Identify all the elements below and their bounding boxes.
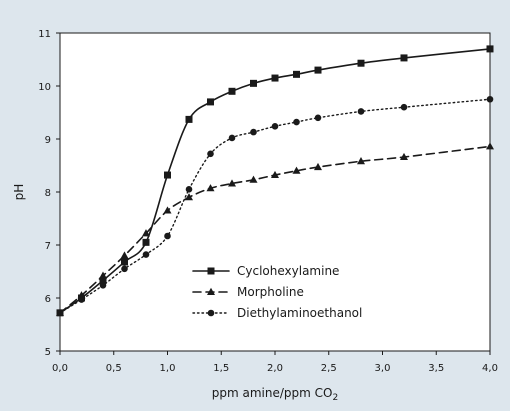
data-point-cyclohexylamine: [185, 115, 193, 123]
legend-marker-morpholine: [207, 287, 215, 295]
x-tick-label: 3,0: [375, 363, 391, 374]
y-tick-label: 5: [45, 347, 51, 358]
x-axis-ticks: 0,0 0,5 1,0 1,5 2,0 2,5 3,0 3,5 4,0: [52, 351, 498, 374]
data-point-diethylaminoethanol: [185, 186, 193, 193]
x-axis-title: ppm amine/ppm CO2: [212, 386, 338, 403]
y-tick-label: 11: [38, 29, 51, 40]
x-axis-title-main: ppm amine/ppm CO: [212, 386, 333, 400]
y-tick-label: 6: [45, 294, 51, 305]
data-point-cyclohexylamine: [164, 171, 171, 179]
legend-label-diethylaminoethanol: Diethylaminoethanol: [237, 306, 362, 320]
legend-item-morpholine: Morpholine: [192, 285, 304, 299]
legend-marker-cyclohexylamine: [207, 267, 215, 275]
data-point-diethylaminoethanol: [99, 281, 107, 289]
data-point-morpholine: [206, 184, 215, 192]
data-point-diethylaminoethanol: [400, 103, 408, 111]
y-tick-label: 9: [45, 135, 51, 146]
data-point-morpholine: [486, 142, 494, 150]
data-point-cyclohexylamine: [250, 79, 257, 87]
data-point-cyclohexylamine: [400, 54, 408, 62]
data-point-morpholine: [163, 206, 172, 214]
x-tick-label: 1,0: [160, 363, 176, 374]
series-line-diethylaminoethanol: [59, 98, 491, 314]
data-point-cyclohexylamine: [271, 74, 279, 82]
legend-label-morpholine: Morpholine: [237, 285, 304, 299]
data-point-morpholine: [142, 229, 150, 237]
y-axis-ticks: 5 6 7 8 9 10 11: [38, 29, 60, 358]
legend-item-diethylaminoethanol: Diethylaminoethanol: [192, 306, 362, 320]
data-point-diethylaminoethanol: [250, 128, 257, 136]
legend-marker-diethylaminoethanol: [207, 309, 215, 317]
data-point-morpholine: [249, 175, 258, 183]
data-point-diethylaminoethanol: [207, 150, 214, 158]
data-point-morpholine: [357, 157, 365, 165]
data-point-diethylaminoethanol: [56, 309, 64, 317]
data-point-morpholine: [120, 251, 129, 259]
series-layer: [56, 45, 494, 317]
series-morpholine: [56, 142, 494, 316]
y-tick-label: 10: [38, 82, 51, 93]
x-tick-label: 4,0: [482, 363, 498, 374]
data-point-morpholine: [77, 291, 86, 299]
data-point-cyclohexylamine: [486, 45, 494, 53]
data-point-diethylaminoethanol: [357, 108, 365, 115]
x-axis-title-subscript: 2: [332, 393, 338, 403]
data-point-cyclohexylamine: [228, 87, 236, 95]
data-point-diethylaminoethanol: [78, 296, 85, 303]
data-point-morpholine: [228, 179, 236, 187]
legend-label-cyclohexylamine: Cyclohexylamine: [237, 264, 339, 278]
data-point-cyclohexylamine: [207, 98, 214, 106]
data-point-diethylaminoethanol: [314, 114, 322, 122]
data-point-cyclohexylamine: [357, 59, 365, 67]
x-tick-label: 2,0: [267, 363, 283, 374]
x-tick-label: 0,5: [106, 363, 122, 374]
plot-area: [59, 32, 491, 352]
data-point-cyclohexylamine: [293, 70, 300, 78]
data-point-morpholine: [400, 152, 408, 161]
series-diethylaminoethanol: [56, 95, 494, 317]
data-point-morpholine: [292, 166, 301, 174]
data-point-cyclohexylamine: [99, 277, 107, 285]
x-tick-label: 3,5: [428, 363, 444, 374]
y-axis-title: pH: [12, 184, 26, 201]
data-point-diethylaminoethanol: [271, 122, 279, 130]
data-point-diethylaminoethanol: [142, 251, 150, 258]
data-point-diethylaminoethanol: [486, 95, 494, 103]
data-point-diethylaminoethanol: [293, 118, 300, 126]
data-point-morpholine: [185, 193, 193, 201]
data-point-morpholine: [99, 271, 107, 279]
data-point-morpholine: [314, 162, 322, 171]
data-point-diethylaminoethanol: [228, 134, 236, 142]
data-point-cyclohexylamine: [121, 258, 128, 266]
x-tick-label: 0,0: [52, 363, 68, 374]
y-tick-label: 8: [45, 188, 51, 199]
legend-item-cyclohexylamine: Cyclohexylamine: [192, 264, 339, 278]
x-tick-label: 2,5: [321, 363, 337, 374]
data-point-diethylaminoethanol: [164, 232, 171, 240]
series-line-morpholine: [59, 145, 491, 314]
data-point-diethylaminoethanol: [121, 265, 128, 273]
legend: Cyclohexylamine Morpholine Diethylaminoeth…: [192, 264, 362, 320]
y-tick-label: 7: [45, 241, 51, 252]
x-tick-label: 1,5: [213, 363, 229, 374]
series-line-cyclohexylamine: [59, 48, 491, 314]
data-point-morpholine: [271, 170, 279, 179]
data-point-cyclohexylamine: [314, 66, 322, 74]
data-point-cyclohexylamine: [142, 238, 150, 246]
